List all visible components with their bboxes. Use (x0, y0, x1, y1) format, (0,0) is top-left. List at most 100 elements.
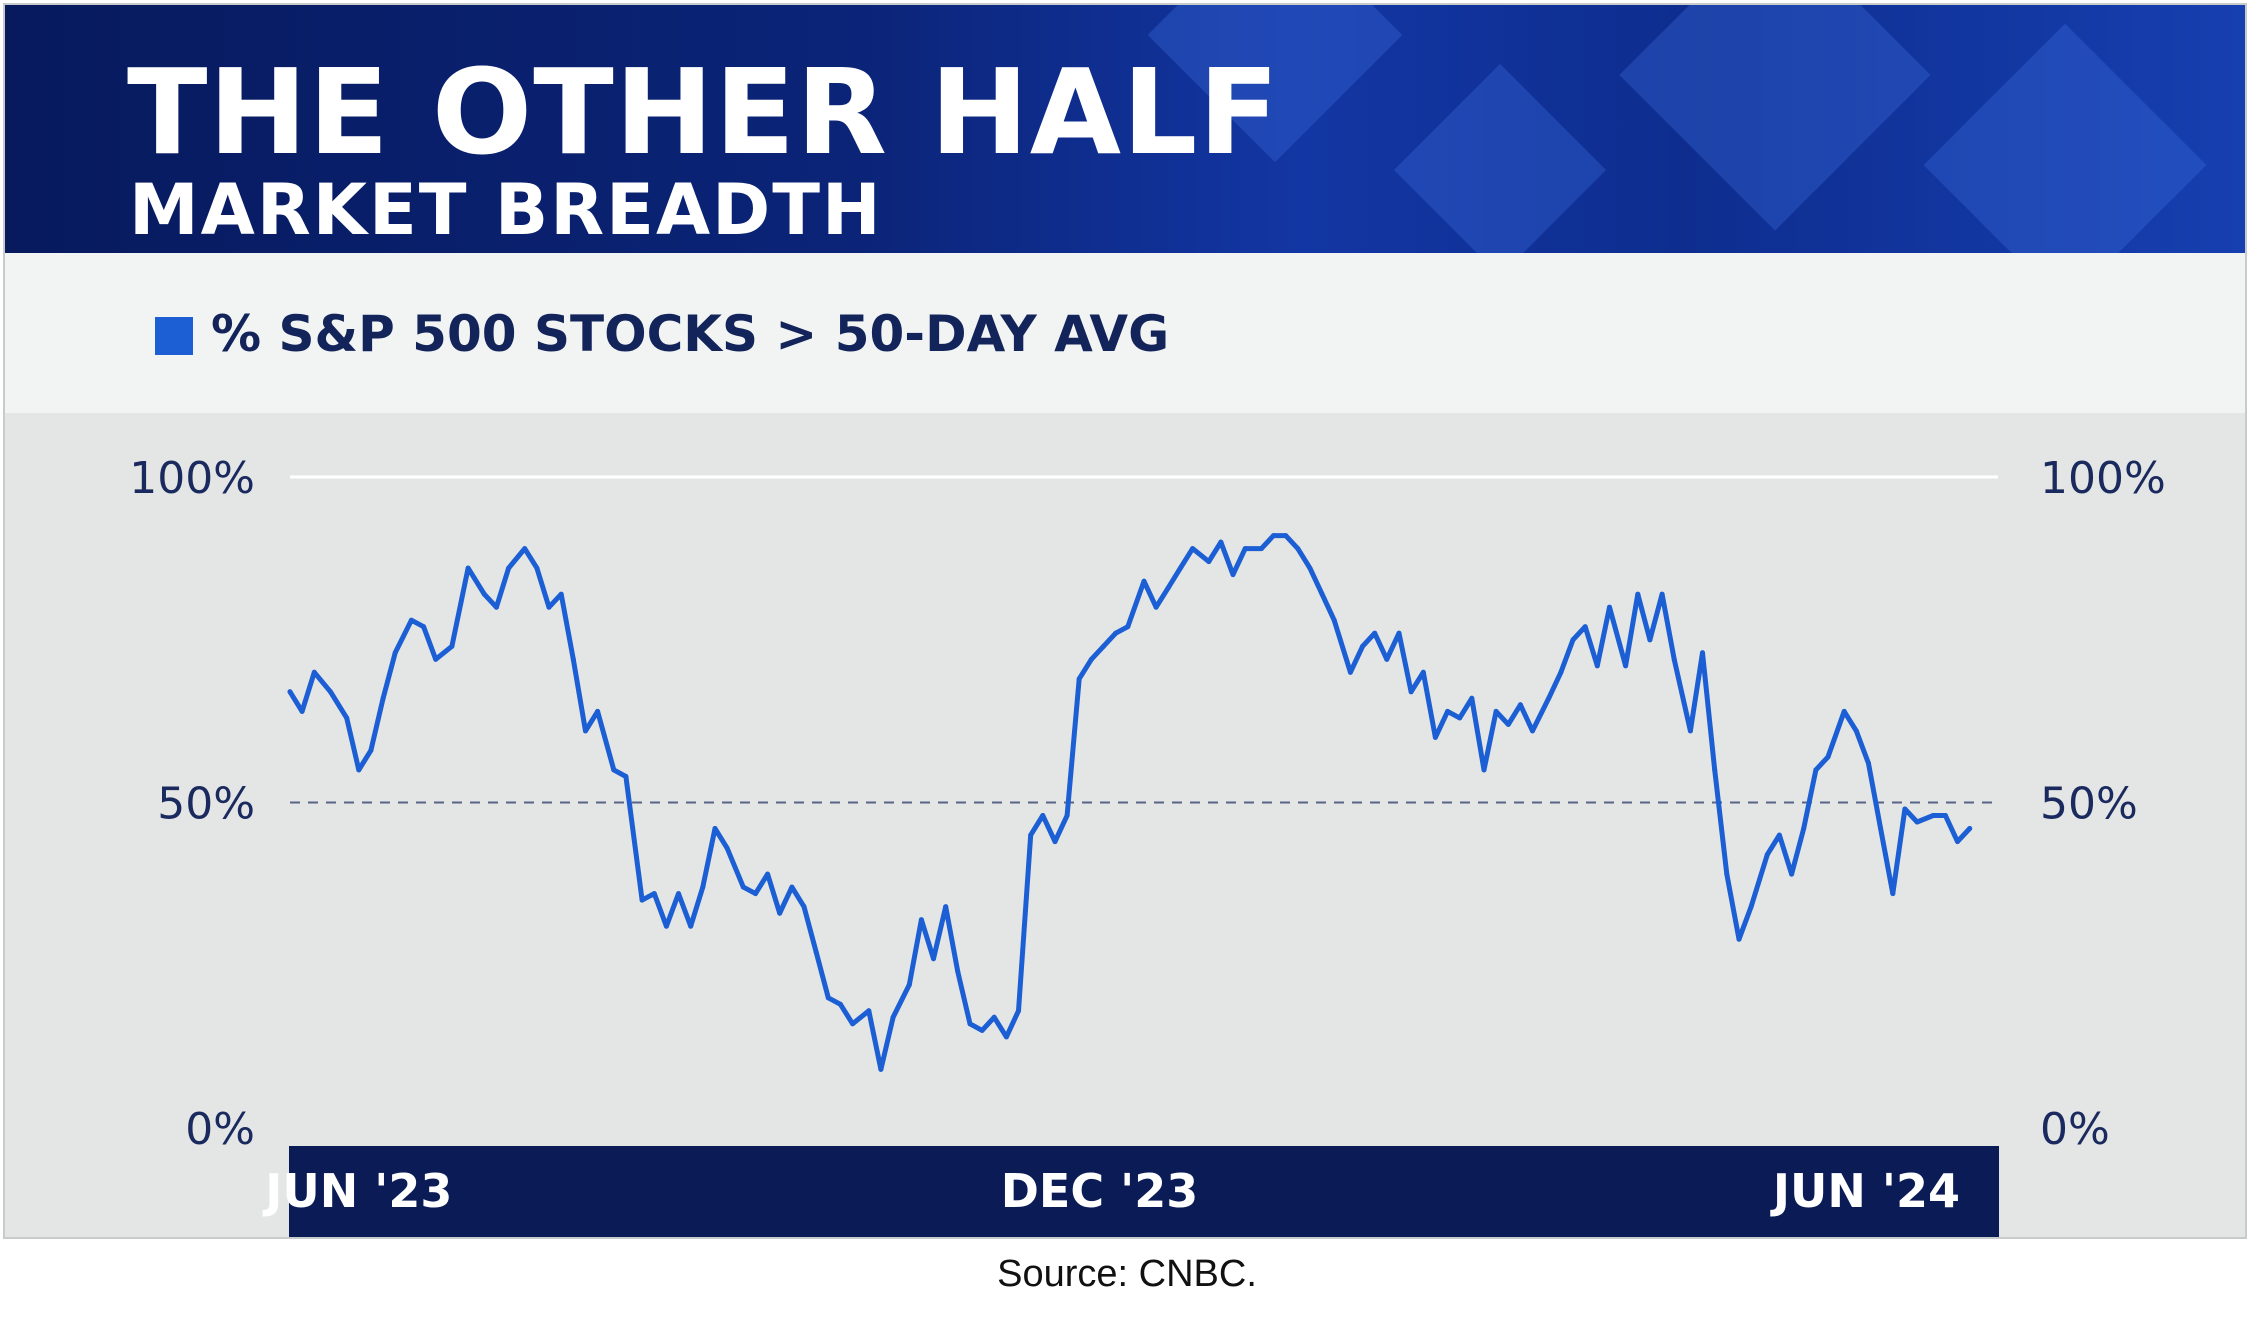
data-point (534, 565, 540, 571)
data-point (356, 767, 362, 773)
data-point (700, 884, 706, 890)
data-point (1153, 604, 1159, 610)
y-tick-label-left: 0% (185, 1104, 255, 1155)
data-point (570, 656, 576, 662)
source-note: Source: CNBC. (997, 1253, 1257, 1295)
data-point (1955, 839, 1960, 845)
data-point (753, 891, 758, 897)
data-point (1457, 715, 1463, 721)
data-point (777, 910, 783, 916)
data-point (1902, 806, 1908, 812)
data-point (1040, 813, 1046, 818)
data-point (449, 643, 455, 649)
gridlines (290, 475, 1998, 804)
header-decor-shape (1393, 63, 1607, 253)
chart-title: THE OTHER HALF (127, 43, 1280, 181)
data-point (1594, 663, 1600, 669)
data-point (1582, 624, 1588, 630)
data-point (481, 591, 487, 597)
data-point (1384, 656, 1390, 662)
data-point (1813, 767, 1819, 773)
data-point (1517, 702, 1523, 708)
x-axis-band (289, 1146, 1999, 1237)
y-tick-label-right: 0% (2040, 1104, 2110, 1155)
chart-plot: 100%50%0% 100%50%0% JUN '23 DEC '23 JUN '2… (129, 453, 2166, 1237)
y-tick-label-left: 50% (157, 779, 255, 830)
data-point (850, 1021, 856, 1027)
data-point (1218, 539, 1224, 545)
data-point (1878, 826, 1884, 831)
data-point (1481, 767, 1487, 773)
data-point (931, 956, 936, 962)
x-tick-label: JUN '24 (1770, 1164, 1960, 1218)
data-point (1076, 676, 1082, 682)
legend-bar: % S&P 500 STOCKS > 50-DAY AVG (5, 253, 2245, 413)
data-point (1088, 656, 1094, 662)
y-axis-right: 100% 50% 0% (2040, 453, 2166, 1155)
data-point (287, 689, 293, 695)
data-point (1930, 813, 1936, 818)
data-point (1647, 637, 1653, 643)
data-point (1396, 630, 1402, 636)
data-point (506, 565, 512, 571)
header-banner: THE OTHER HALF MARKET BREADTH (5, 5, 2245, 253)
data-point (311, 669, 317, 675)
data-point (1206, 559, 1212, 565)
data-point (651, 891, 657, 897)
data-point (465, 565, 471, 571)
data-point (967, 1021, 973, 1027)
data-point (1113, 630, 1119, 636)
y-tick-label-right: 100% (2040, 453, 2166, 504)
data-point (380, 695, 386, 701)
data-point (299, 708, 305, 714)
data-point (433, 656, 439, 662)
data-point (1432, 734, 1438, 740)
data-point (1789, 871, 1795, 877)
data-point (1866, 760, 1871, 766)
data-point (1967, 826, 1973, 831)
data-point (1283, 533, 1289, 539)
data-point (813, 949, 819, 955)
data-point (1125, 624, 1131, 630)
chart-subtitle: MARKET BREADTH (129, 169, 883, 251)
x-tick-label: JUN '23 (262, 1164, 452, 1218)
data-point (1064, 813, 1070, 818)
legend-swatch (155, 317, 193, 355)
data-point (1687, 728, 1693, 734)
data-point (1469, 695, 1475, 701)
data-point (1052, 839, 1058, 845)
data-point (1890, 891, 1896, 897)
header-decor-shape (1619, 5, 1931, 231)
data-point (1003, 1034, 1009, 1040)
data-point (1659, 591, 1665, 597)
data-point (1360, 643, 1366, 649)
data-point (1700, 650, 1705, 656)
data-point (1623, 663, 1629, 669)
data-point (1141, 578, 1147, 584)
data-point (1801, 826, 1807, 831)
data-point (918, 917, 924, 923)
data-point (1347, 669, 1353, 675)
data-point (522, 546, 528, 552)
data-point (1445, 708, 1451, 714)
data-point (623, 774, 629, 779)
data-point (328, 689, 333, 695)
data-point (676, 891, 681, 897)
data-point (595, 708, 601, 714)
data-point (1493, 708, 1499, 714)
data-point (1530, 728, 1535, 734)
data-point (408, 617, 414, 623)
data-point (493, 604, 499, 610)
data-point (837, 1001, 843, 1007)
data-point (1748, 904, 1754, 910)
data-point (344, 715, 350, 721)
x-axis-band-rect (289, 1146, 1999, 1237)
data-point (611, 767, 617, 773)
data-point (1319, 591, 1325, 597)
data-point (1546, 695, 1552, 701)
y-tick-label-left: 100% (129, 453, 255, 504)
x-axis: JUN '23 DEC '23 JUN '24 (262, 1164, 1960, 1218)
data-point (1028, 832, 1034, 838)
data-point (1825, 754, 1831, 760)
data-point (1841, 708, 1847, 714)
